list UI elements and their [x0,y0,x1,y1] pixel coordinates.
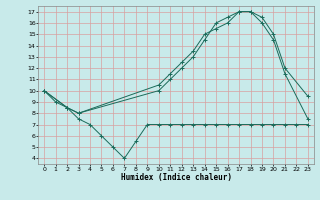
X-axis label: Humidex (Indice chaleur): Humidex (Indice chaleur) [121,173,231,182]
